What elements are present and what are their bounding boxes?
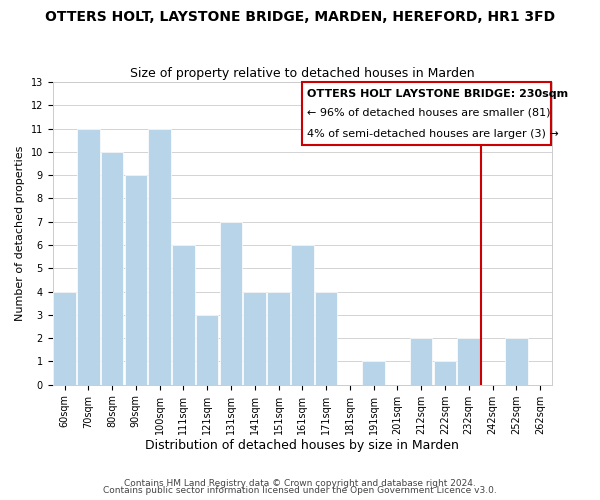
Text: OTTERS HOLT LAYSTONE BRIDGE: 230sqm: OTTERS HOLT LAYSTONE BRIDGE: 230sqm bbox=[307, 89, 568, 99]
Bar bbox=[148, 128, 171, 384]
Bar bbox=[77, 128, 100, 384]
Bar bbox=[302, 82, 551, 145]
Bar bbox=[196, 315, 218, 384]
Bar bbox=[125, 175, 147, 384]
X-axis label: Distribution of detached houses by size in Marden: Distribution of detached houses by size … bbox=[145, 440, 459, 452]
Text: OTTERS HOLT, LAYSTONE BRIDGE, MARDEN, HEREFORD, HR1 3FD: OTTERS HOLT, LAYSTONE BRIDGE, MARDEN, HE… bbox=[45, 10, 555, 24]
Bar bbox=[267, 292, 290, 384]
Bar bbox=[220, 222, 242, 384]
Bar bbox=[101, 152, 124, 384]
Text: Contains HM Land Registry data © Crown copyright and database right 2024.: Contains HM Land Registry data © Crown c… bbox=[124, 478, 476, 488]
Bar bbox=[362, 362, 385, 384]
Bar bbox=[410, 338, 433, 384]
Text: 4% of semi-detached houses are larger (3) →: 4% of semi-detached houses are larger (3… bbox=[307, 128, 559, 138]
Y-axis label: Number of detached properties: Number of detached properties bbox=[15, 146, 25, 321]
Bar bbox=[315, 292, 337, 384]
Title: Size of property relative to detached houses in Marden: Size of property relative to detached ho… bbox=[130, 66, 475, 80]
Bar bbox=[434, 362, 456, 384]
Bar bbox=[53, 292, 76, 384]
Bar bbox=[505, 338, 527, 384]
Bar bbox=[172, 245, 195, 384]
Bar bbox=[291, 245, 314, 384]
Bar bbox=[457, 338, 480, 384]
Text: ← 96% of detached houses are smaller (81): ← 96% of detached houses are smaller (81… bbox=[307, 108, 551, 118]
Text: Contains public sector information licensed under the Open Government Licence v3: Contains public sector information licen… bbox=[103, 486, 497, 495]
Bar bbox=[244, 292, 266, 384]
